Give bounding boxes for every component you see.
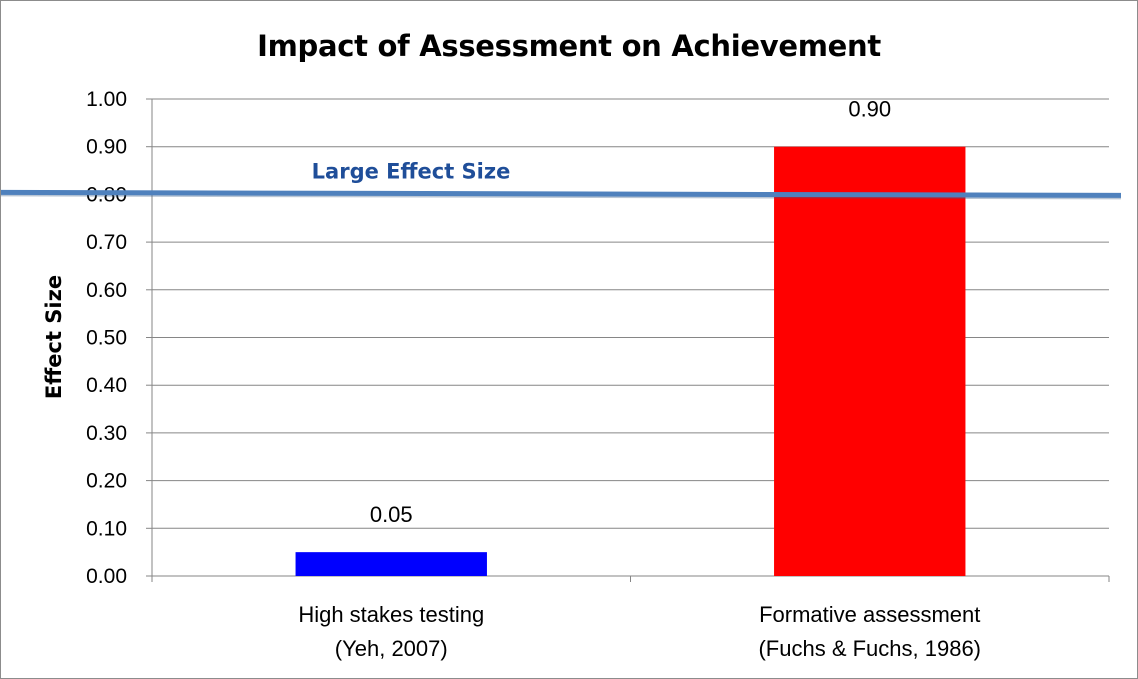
- data-label: 0.05: [370, 502, 413, 527]
- reference-line-label: Large Effect Size: [312, 159, 511, 183]
- y-tick-label: 0.30: [86, 422, 127, 445]
- bar: [774, 146, 966, 576]
- y-tick-label: 0.90: [86, 136, 127, 159]
- y-tick-label: 0.40: [86, 374, 127, 397]
- y-tick-label: 0.10: [86, 517, 127, 540]
- x-category-sublabel: (Fuchs & Fuchs, 1986): [758, 636, 981, 661]
- bar: [295, 552, 487, 576]
- y-tick-label: 0.00: [86, 565, 127, 588]
- data-label: 0.90: [848, 97, 891, 122]
- y-tick-label: 0.20: [86, 470, 127, 493]
- chart-title: Impact of Assessment on Achievement: [257, 29, 881, 63]
- x-category-label: Formative assessment: [759, 602, 980, 627]
- x-category-sublabel: (Yeh, 2007): [335, 636, 448, 661]
- y-tick-label: 0.50: [86, 327, 127, 350]
- x-category-label: High stakes testing: [298, 602, 484, 627]
- y-tick-label: 1.00: [86, 88, 127, 111]
- y-tick-label: 0.60: [86, 279, 127, 302]
- reference-line: [1, 189, 1122, 198]
- y-tick-label: 0.70: [86, 231, 127, 254]
